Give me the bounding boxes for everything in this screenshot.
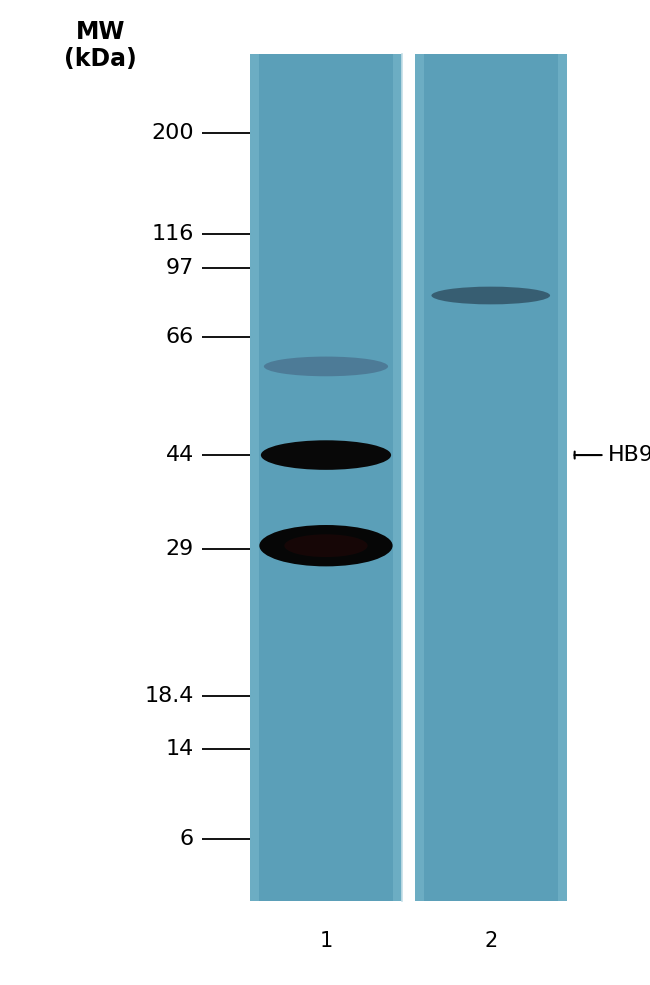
Ellipse shape (261, 440, 391, 470)
Ellipse shape (432, 287, 550, 304)
Bar (415, 54, 567, 901)
Bar (250, 54, 402, 901)
Text: 97: 97 (166, 258, 194, 278)
Bar (558, 54, 567, 901)
Text: HB9: HB9 (608, 445, 650, 465)
Text: 29: 29 (166, 539, 194, 558)
Text: 44: 44 (166, 445, 194, 465)
Bar (250, 54, 259, 901)
Text: 14: 14 (166, 739, 194, 758)
Ellipse shape (259, 525, 393, 566)
Ellipse shape (284, 534, 368, 558)
Ellipse shape (264, 357, 388, 376)
Bar (415, 54, 424, 901)
Bar (393, 54, 402, 901)
Text: 200: 200 (151, 123, 194, 143)
Text: 2: 2 (484, 931, 497, 951)
Text: 18.4: 18.4 (144, 687, 194, 706)
Text: MW
(kDa): MW (kDa) (64, 20, 137, 71)
Text: 116: 116 (151, 225, 194, 244)
Text: 66: 66 (166, 327, 194, 347)
Text: 1: 1 (319, 931, 333, 951)
Text: 6: 6 (179, 829, 194, 849)
